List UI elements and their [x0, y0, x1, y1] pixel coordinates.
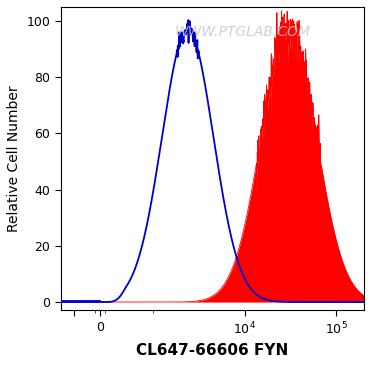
Text: WWW.PTGLAB.COM: WWW.PTGLAB.COM	[175, 25, 311, 39]
Y-axis label: Relative Cell Number: Relative Cell Number	[7, 85, 21, 232]
X-axis label: CL647-66606 FYN: CL647-66606 FYN	[136, 343, 289, 358]
